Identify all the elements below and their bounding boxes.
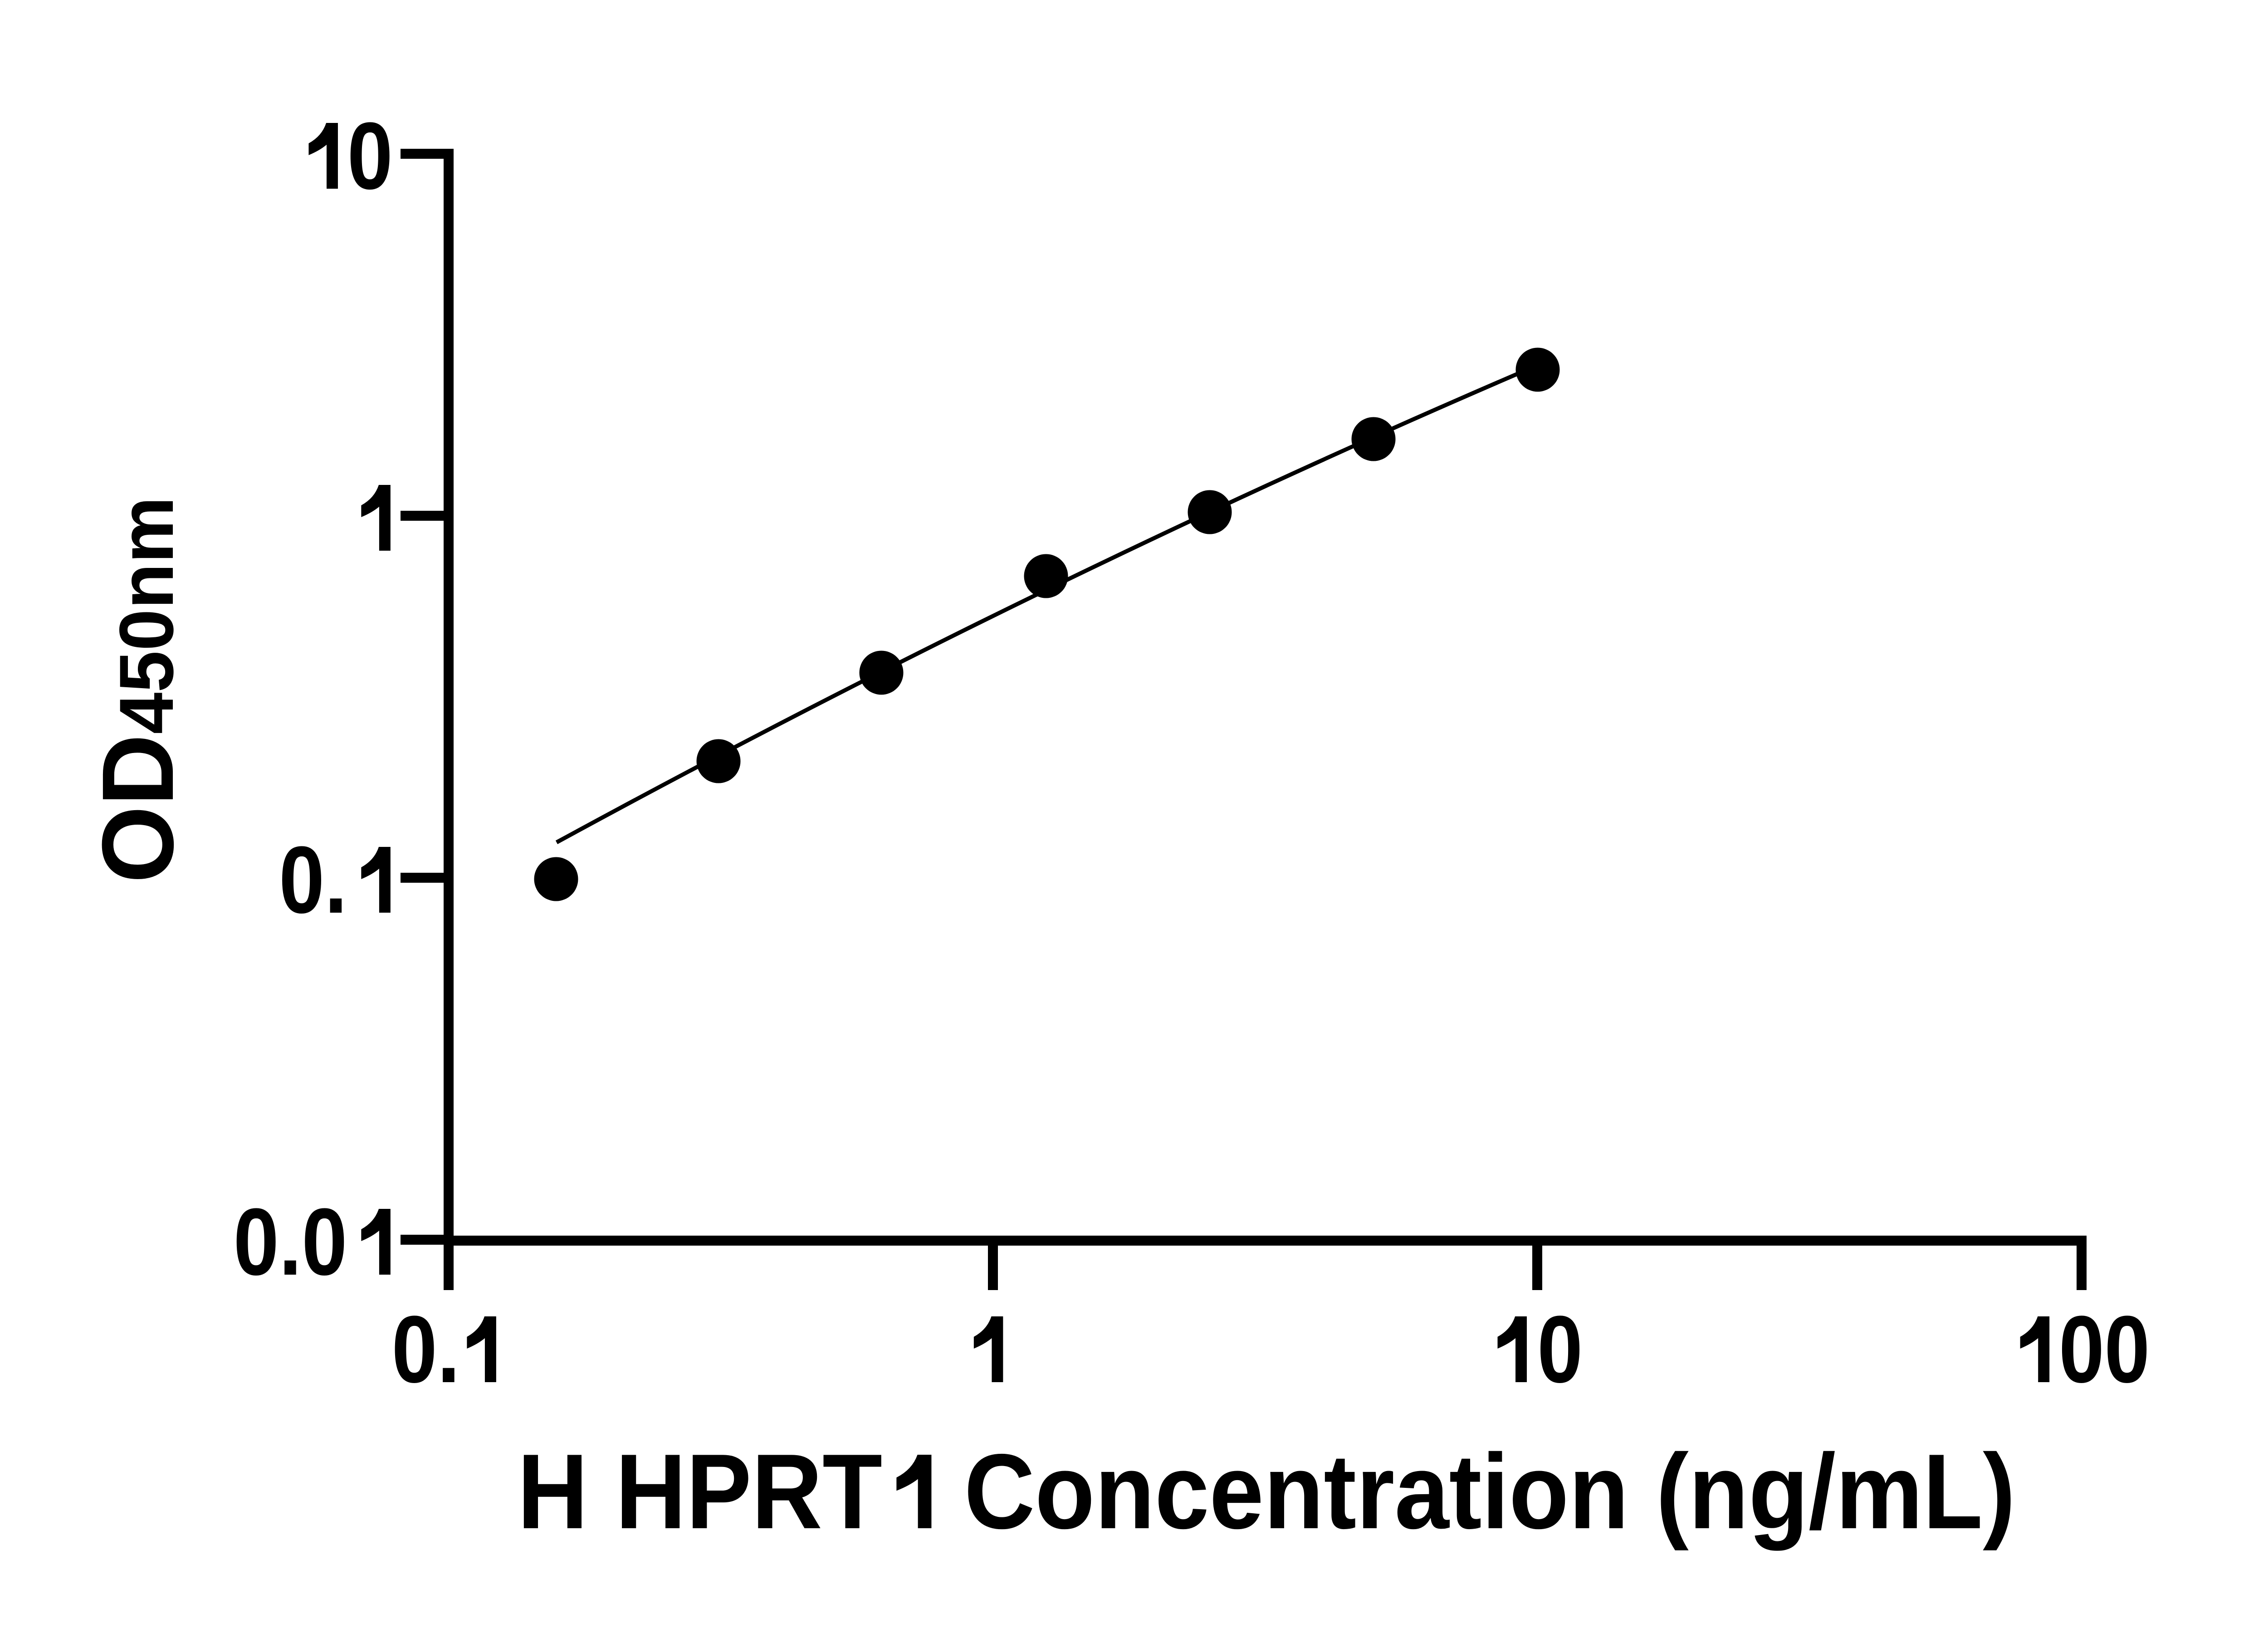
svg-text:0.0: 0.0 [234, 1188, 347, 1295]
svg-text:0.: 0. [391, 1296, 460, 1403]
svg-text:OD450nm: OD450nm [81, 497, 195, 883]
svg-text:0.: 0. [279, 826, 347, 933]
svg-text:00: 00 [2059, 1296, 2150, 1403]
svg-text:0: 0 [347, 103, 393, 209]
svg-text:0: 0 [1537, 1296, 1583, 1403]
